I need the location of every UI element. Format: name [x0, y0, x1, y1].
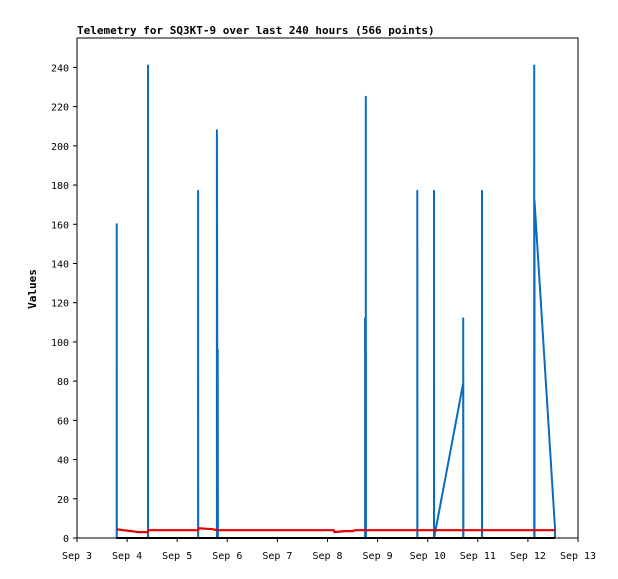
- x-tick-label: Sep 9: [363, 551, 393, 562]
- x-tick-label: Sep 8: [312, 551, 342, 562]
- plot-frame: [76, 37, 579, 539]
- x-tick-label: Sep 7: [262, 551, 292, 562]
- y-tick-label: 100: [51, 338, 69, 349]
- y-tick-label: 220: [51, 103, 69, 114]
- x-tick-label: Sep 4: [112, 551, 142, 562]
- y-tick-label: 160: [51, 220, 69, 231]
- x-tick-label: Sep 3: [62, 551, 92, 562]
- y-tick-label: 0: [63, 534, 69, 545]
- y-tick-label: 60: [57, 416, 69, 427]
- y-tick-label: 40: [57, 456, 69, 467]
- y-tick-label: 240: [51, 63, 69, 74]
- series-line-1: [115, 64, 556, 539]
- y-axis-label: Values: [26, 269, 39, 309]
- y-tick-label: 120: [51, 299, 69, 310]
- x-tick-label: Sep 10: [410, 551, 446, 562]
- x-tick-label: Sep 12: [510, 551, 546, 562]
- axis-layer: 0 20 40 60 80 100 120 140 160 180 200 220 240 Sep 3 Se…: [51, 63, 596, 562]
- x-tick-label: Sep 11: [460, 551, 496, 562]
- x-tick-label: Sep 5: [162, 551, 192, 562]
- y-tick-label: 200: [51, 142, 69, 153]
- y-tick-label: 20: [57, 495, 69, 506]
- y-tick-label: 140: [51, 259, 69, 270]
- series-layer: [115, 64, 556, 539]
- y-tick-label: 80: [57, 377, 69, 388]
- x-tick-label: Sep 6: [212, 551, 242, 562]
- chart-title: Telemetry for SQ3KT-9 over last 240 hour…: [77, 24, 435, 37]
- y-tick-label: 180: [51, 181, 69, 192]
- series-line-2: [116, 527, 555, 534]
- x-tick-label: Sep 13: [560, 551, 596, 562]
